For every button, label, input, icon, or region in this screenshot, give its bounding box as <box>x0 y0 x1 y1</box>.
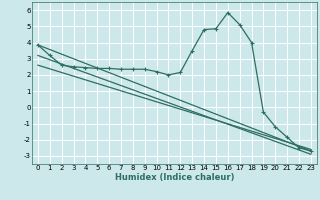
X-axis label: Humidex (Indice chaleur): Humidex (Indice chaleur) <box>115 173 234 182</box>
